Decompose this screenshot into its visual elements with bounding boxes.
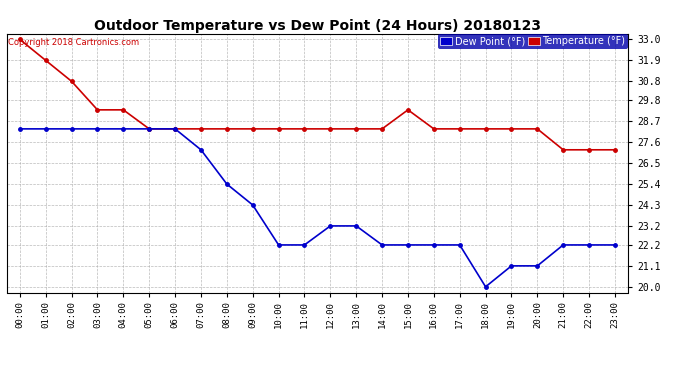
Legend: Dew Point (°F), Temperature (°F): Dew Point (°F), Temperature (°F) <box>437 34 628 49</box>
Text: Copyright 2018 Cartronics.com: Copyright 2018 Cartronics.com <box>8 38 139 46</box>
Title: Outdoor Temperature vs Dew Point (24 Hours) 20180123: Outdoor Temperature vs Dew Point (24 Hou… <box>94 19 541 33</box>
